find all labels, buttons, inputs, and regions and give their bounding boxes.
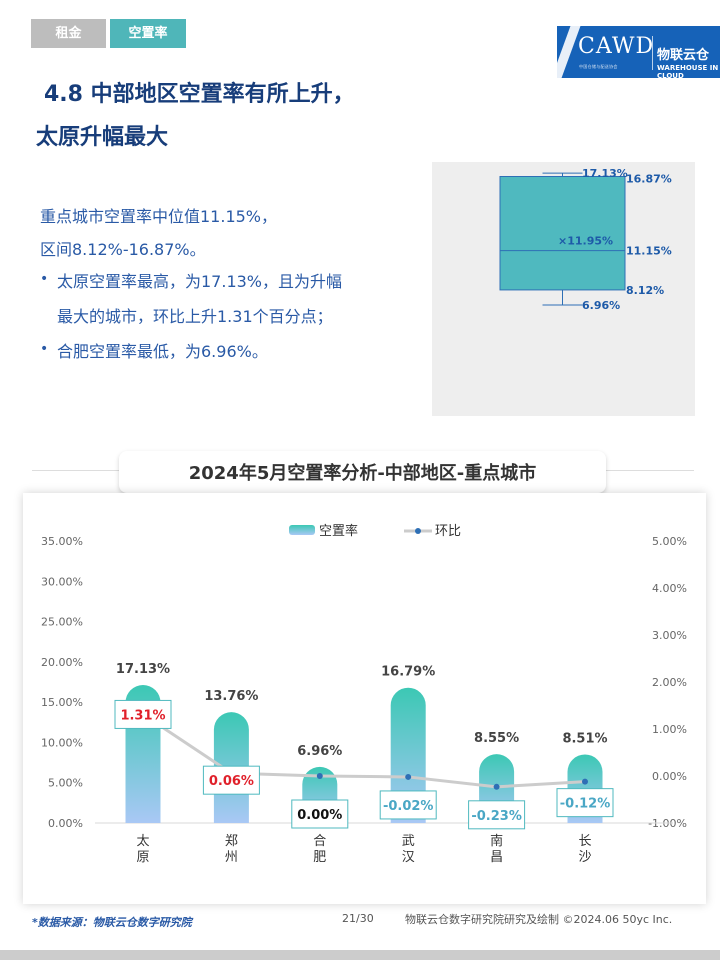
line-value-label: -0.23% bbox=[471, 809, 522, 824]
x-axis-tick: 郑 bbox=[225, 834, 238, 849]
chart-card: 空置率 环比 0.00% 5.00% 10.00% 15.00% 20.00% 25.00… bbox=[23, 493, 706, 904]
cawd-logo: CAWD 中国仓储与配送协会 物联云仓 WAREHOUSE IN CLOUD bbox=[557, 26, 720, 78]
summary-range: 区间8.12%-16.87%。 bbox=[40, 240, 206, 259]
boxplot-box bbox=[499, 176, 626, 291]
bullet1-line2: 最大的城市，环比上升1.31个百分点； bbox=[57, 307, 333, 326]
chart-legend: 空置率 环比 bbox=[289, 523, 461, 539]
line-point bbox=[582, 778, 588, 785]
line-value-label: 1.31% bbox=[120, 708, 165, 723]
bullet2: 合肥空置率最低，为6.96%。 bbox=[57, 342, 268, 361]
footer-bar bbox=[0, 950, 720, 960]
left-axis-tick: 25.00% bbox=[41, 616, 83, 629]
left-axis-tick: 30.00% bbox=[41, 575, 83, 588]
page-title-line1: 4.8 中部地区空置率有所上升， bbox=[44, 82, 355, 107]
x-axis-tick: 昌 bbox=[490, 850, 503, 865]
tab-vacancy-rate[interactable]: 空置率 bbox=[110, 19, 186, 48]
legend-swatch-vacancy bbox=[289, 525, 315, 535]
boxplot-mean-label: ×11.95% bbox=[558, 234, 613, 247]
legend-mom: 环比 bbox=[435, 524, 461, 539]
line-label-box bbox=[202, 765, 260, 795]
left-axis-tick: 15.00% bbox=[41, 696, 83, 709]
line-value-label: -0.12% bbox=[560, 797, 611, 812]
x-axis-tick: 肥 bbox=[313, 850, 326, 865]
right-axis-tick: 1.00% bbox=[652, 723, 687, 736]
legend-vacancy: 空置率 bbox=[319, 523, 358, 539]
line-point bbox=[405, 773, 412, 780]
line-value-label: 0.00% bbox=[297, 808, 342, 823]
boxplot-min-label: 6.96% bbox=[582, 299, 620, 312]
line-label-box bbox=[556, 788, 614, 818]
left-axis-tick: 10.00% bbox=[41, 736, 83, 749]
line-value-label: -0.02% bbox=[383, 799, 434, 814]
bullet-marker: • bbox=[40, 341, 49, 357]
right-axis-tick: 4.00% bbox=[652, 582, 687, 595]
page-number: 21/30 bbox=[342, 912, 374, 925]
line-label-box bbox=[379, 790, 437, 820]
boxplot-panel: 17.13% 16.87% ×11.95% 11.15% 8.12% 6.96% bbox=[432, 162, 695, 416]
bar-vacancy bbox=[390, 687, 426, 823]
x-axis-tick: 汉 bbox=[402, 850, 415, 865]
line-label-box bbox=[114, 699, 172, 729]
line-value-label: 0.06% bbox=[209, 774, 254, 789]
x-axis-tick: 州 bbox=[225, 850, 238, 865]
left-axis-tick: 35.00% bbox=[41, 535, 83, 548]
legend-marker-mom bbox=[415, 528, 421, 534]
right-axis-tick: 5.00% bbox=[652, 535, 687, 548]
bar-value-label: 16.79% bbox=[381, 665, 435, 680]
bar-value-label: 8.51% bbox=[562, 731, 607, 746]
page-title-line2: 太原升幅最大 bbox=[36, 125, 169, 150]
boxplot-q3-label: 16.87% bbox=[626, 173, 672, 186]
tab-rent[interactable]: 租金 bbox=[31, 19, 106, 48]
left-axis-tick: 5.00% bbox=[48, 777, 83, 790]
x-axis-tick: 南 bbox=[490, 833, 503, 849]
boxplot-median-label: 11.15% bbox=[626, 245, 672, 258]
bar-value-label: 8.55% bbox=[474, 731, 519, 746]
line-point bbox=[493, 783, 500, 790]
bar-value-label: 13.76% bbox=[204, 689, 258, 704]
chart-title: 2024年5月空置率分析-中部地区-重点城市 bbox=[188, 463, 537, 484]
data-source: *数据来源：物联云仓数字研究院 bbox=[32, 916, 192, 929]
boxplot-max-label: 17.13% bbox=[582, 167, 628, 180]
x-axis-tick: 长 bbox=[578, 834, 591, 849]
line-label-box bbox=[468, 800, 526, 830]
copyright-note: 物联云仓数字研究院研究及绘制 ©2024.06 50yc Inc. bbox=[405, 913, 673, 926]
line-mom bbox=[142, 713, 586, 789]
left-axis-tick: 0.00% bbox=[48, 817, 83, 830]
boxplot-q1-label: 8.12% bbox=[626, 284, 664, 297]
bar-value-label: 6.96% bbox=[297, 744, 342, 759]
x-axis-tick: 原 bbox=[136, 850, 149, 865]
combo-chart: 空置率 环比 0.00% 5.00% 10.00% 15.00% 20.00% 25.00… bbox=[41, 523, 687, 865]
boxplot-svg: 17.13% 16.87% ×11.95% 11.15% 8.12% 6.96% bbox=[499, 167, 672, 312]
line-point bbox=[316, 773, 323, 779]
right-axis-tick: 3.00% bbox=[652, 629, 687, 642]
bullet-marker: • bbox=[40, 271, 49, 287]
x-axis-tick: 武 bbox=[402, 834, 415, 849]
left-axis-tick: 20.00% bbox=[41, 656, 83, 669]
x-axis-tick: 太 bbox=[136, 834, 149, 849]
summary-median: 重点城市空置率中位值11.15%， bbox=[40, 207, 278, 226]
right-axis-tick: 2.00% bbox=[652, 676, 687, 689]
section-title-box bbox=[119, 451, 606, 493]
x-axis-tick: 合 bbox=[313, 834, 326, 849]
right-axis-tick: 0.00% bbox=[652, 770, 687, 783]
x-axis-tick: 沙 bbox=[578, 850, 591, 865]
bar-value-label: 17.13% bbox=[116, 662, 170, 677]
bullet1-line1: 太原空置率最高，为17.13%，且为升幅 bbox=[57, 272, 343, 291]
line-label-box bbox=[291, 799, 349, 829]
